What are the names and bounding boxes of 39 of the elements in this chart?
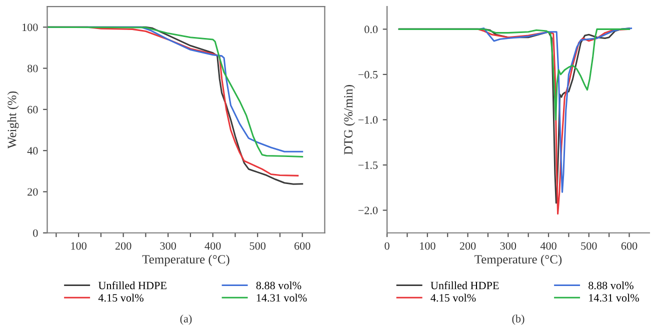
y-tick-label: 100 (22, 24, 38, 32)
y-tick-label: −0.5 (358, 70, 378, 78)
legend-label: Unfilled HDPE (430, 281, 499, 290)
y-tick-label: 40 (27, 147, 38, 155)
x-tick-label: 200 (115, 242, 132, 250)
text: (b) (512, 314, 524, 325)
x-tick-label: 300 (500, 242, 516, 250)
x-tick-label: 100 (420, 242, 436, 250)
x-tick-label: 300 (160, 242, 176, 250)
x-axis-title: Temperature (°C) (474, 254, 562, 266)
y-tick-label: 0 (33, 229, 38, 237)
x-tick-label: 600 (294, 242, 310, 250)
x-tick-label: 500 (581, 242, 597, 250)
x-tick-label: 600 (621, 242, 638, 250)
y-tick-label: 20 (28, 188, 38, 196)
legend-label: 4.15 vol% (430, 294, 476, 302)
legend-label: 14.31 vol% (256, 294, 307, 302)
y-tick-label: −1.0 (358, 116, 378, 124)
y-tick-label: −2.0 (358, 206, 378, 214)
x-tick-label: 400 (204, 242, 221, 250)
legend-label: 8.88 vol% (588, 281, 634, 290)
x-tick-label: 400 (540, 242, 556, 250)
y-axis-title: Weight (%) (7, 91, 19, 149)
x-tick-label: 200 (460, 242, 476, 250)
y-tick-label: 60 (28, 106, 38, 114)
line-series (398, 28, 630, 120)
legend-label: 8.88 vol% (256, 281, 302, 290)
x-tick-label: 100 (71, 242, 86, 250)
y-tick-label: 80 (28, 64, 38, 72)
y-tick-label: −1.5 (358, 162, 378, 169)
y-axis-title: DTG (%/min) (344, 85, 356, 155)
y-tick-label: 0.0 (364, 26, 378, 34)
x-tick-label: 500 (250, 242, 266, 250)
legend-label: 14.31 vol% (589, 294, 639, 302)
x-tick-label: 0 (384, 242, 390, 250)
legend-label: 4.15 vol% (98, 294, 144, 302)
legend-label: Unfilled HDPE (98, 281, 166, 290)
text: (a) (180, 314, 192, 325)
x-axis-title: Temperature (°C) (142, 254, 230, 266)
